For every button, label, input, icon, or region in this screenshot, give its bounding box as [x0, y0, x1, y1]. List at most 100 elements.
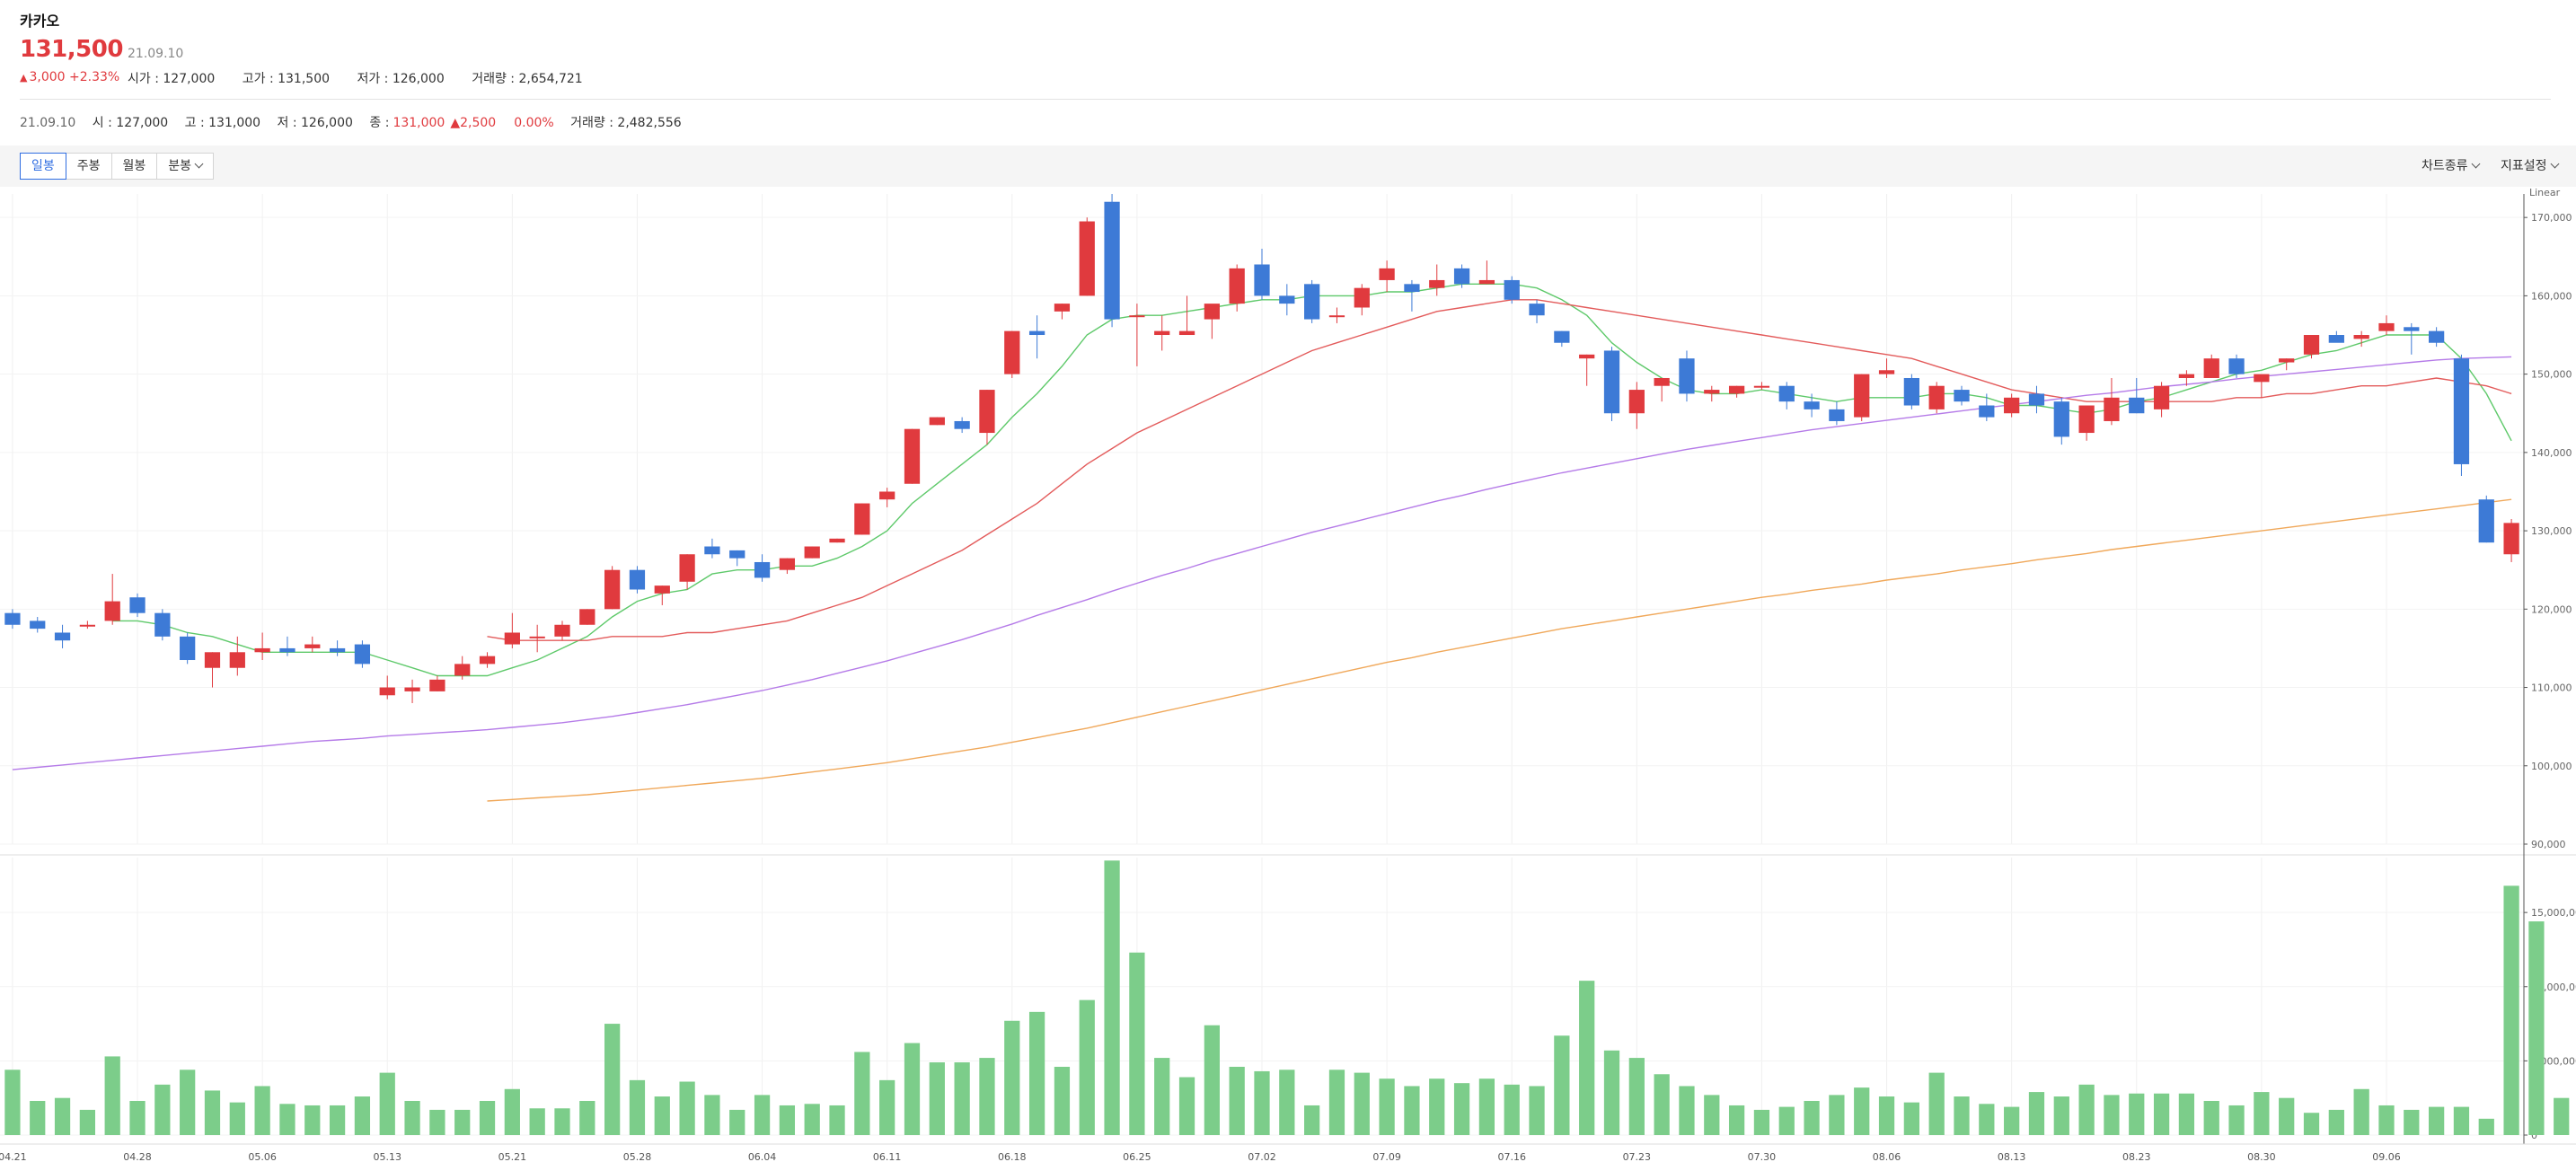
- ohlc-date: 21.09.10: [20, 116, 76, 130]
- volume-bar: [979, 1058, 995, 1135]
- candle-body: [2428, 330, 2445, 343]
- candle-body: [479, 656, 496, 665]
- candle-body: [304, 644, 321, 648]
- candle-body: [2178, 374, 2195, 378]
- volume-bar: [1478, 1078, 1495, 1135]
- ohlc-pct: 0.00%: [514, 116, 554, 130]
- x-tick-label: 07.16: [1497, 1151, 1526, 1162]
- scale-label: Linear: [2529, 187, 2561, 198]
- candle-body: [1829, 409, 1845, 421]
- volume-bar: [579, 1100, 595, 1135]
- candle-body: [2478, 499, 2494, 543]
- volume-y-tick-label: 15,000,000: [2531, 907, 2576, 919]
- open-price: 시가 : 127,000: [128, 72, 216, 86]
- candle-body: [629, 569, 646, 590]
- candle-body: [1554, 330, 1570, 343]
- volume-bar: [1778, 1106, 1795, 1135]
- volume-bar: [1753, 1109, 1770, 1135]
- candle-body: [1804, 401, 1820, 409]
- candle-body: [1404, 284, 1420, 293]
- volume-bar: [404, 1100, 420, 1135]
- period-monthly-button[interactable]: 월봉: [110, 153, 158, 180]
- candle-body: [829, 538, 845, 543]
- volume-bar: [2528, 921, 2545, 1135]
- candle-body: [579, 609, 595, 625]
- y-tick-label: 110,000: [2531, 682, 2572, 694]
- volume-bar: [2004, 1106, 2020, 1135]
- candle-body: [2203, 358, 2219, 378]
- volume-bar: [1603, 1050, 1620, 1135]
- candle-body: [1028, 330, 1045, 336]
- volume-bar: [1928, 1072, 1945, 1135]
- volume-bar: [1004, 1020, 1020, 1135]
- chart-type-select[interactable]: 차트종류: [2422, 156, 2480, 174]
- candle-body: [2503, 523, 2519, 555]
- volume-bar: [529, 1108, 545, 1135]
- candle-body: [1079, 221, 1095, 296]
- candle-body: [1854, 374, 1870, 418]
- y-tick-label: 170,000: [2531, 212, 2572, 224]
- volume-bar: [704, 1095, 720, 1135]
- ma-line-20: [487, 299, 2512, 641]
- volume-bar: [1304, 1105, 1320, 1135]
- x-tick-label: 05.06: [248, 1151, 277, 1162]
- volume-bar: [30, 1100, 46, 1135]
- volume-bar: [504, 1088, 520, 1135]
- ohlc-open: 시 : 127,000: [92, 116, 169, 130]
- volume-bar: [204, 1090, 221, 1135]
- candle-body: [1579, 354, 1595, 359]
- candle-body: [1054, 304, 1071, 312]
- volume-bar: [1829, 1095, 1845, 1135]
- volume-bar: [1404, 1086, 1420, 1135]
- candle-body: [1429, 279, 1445, 288]
- candle-body: [2254, 374, 2270, 383]
- volume-bar: [1054, 1066, 1071, 1135]
- x-tick-label: 08.23: [2122, 1151, 2151, 1162]
- period-daily-button[interactable]: 일봉: [20, 153, 66, 180]
- candle-body: [1178, 330, 1195, 336]
- volume-bar: [2378, 1105, 2395, 1135]
- candle-body: [1204, 304, 1220, 320]
- indicator-settings-select[interactable]: 지표설정: [2501, 156, 2559, 174]
- candle-body: [379, 687, 395, 696]
- x-tick-label: 04.28: [123, 1151, 152, 1162]
- volume-bar: [454, 1109, 471, 1135]
- volume-bar: [1854, 1087, 1870, 1135]
- candle-body: [1654, 377, 1670, 386]
- candle-body: [754, 561, 771, 578]
- ohlc-low: 저 : 126,000: [277, 116, 353, 130]
- ma-line-60: [12, 356, 2512, 770]
- candle-body: [1154, 330, 1170, 336]
- x-tick-label: 06.11: [873, 1151, 902, 1162]
- volume-bar: [1954, 1096, 1970, 1135]
- up-triangle-icon: ▲: [20, 72, 28, 84]
- volume-bar: [1129, 952, 1145, 1135]
- ma-line-5: [112, 283, 2512, 677]
- volume-bar: [1979, 1104, 1995, 1135]
- candle-body: [804, 546, 820, 559]
- volume-bar: [2353, 1088, 2369, 1135]
- volume-bar: [154, 1084, 171, 1135]
- candle-body: [54, 632, 71, 641]
- candle-body: [1753, 385, 1770, 388]
- candle-body: [1603, 350, 1620, 414]
- volume-bar: [604, 1024, 621, 1135]
- candle-body: [704, 546, 720, 555]
- volume-bar: [180, 1070, 196, 1135]
- candle-body: [2053, 401, 2069, 437]
- candle-body: [4, 612, 21, 625]
- volume-bar: [754, 1095, 771, 1135]
- volume-bar: [2053, 1096, 2069, 1135]
- volume-bar: [354, 1096, 371, 1135]
- volume-bar: [1728, 1105, 1745, 1135]
- volume-bar: [1279, 1070, 1295, 1135]
- x-tick-label: 06.04: [748, 1151, 777, 1162]
- volume-bar: [379, 1072, 395, 1135]
- period-minute-button[interactable]: 분봉: [156, 153, 215, 180]
- volume-bar: [54, 1097, 71, 1135]
- candle-body: [654, 585, 670, 594]
- candle-body: [1129, 315, 1145, 318]
- candle-body: [2303, 335, 2320, 355]
- volume-bar: [2503, 885, 2519, 1135]
